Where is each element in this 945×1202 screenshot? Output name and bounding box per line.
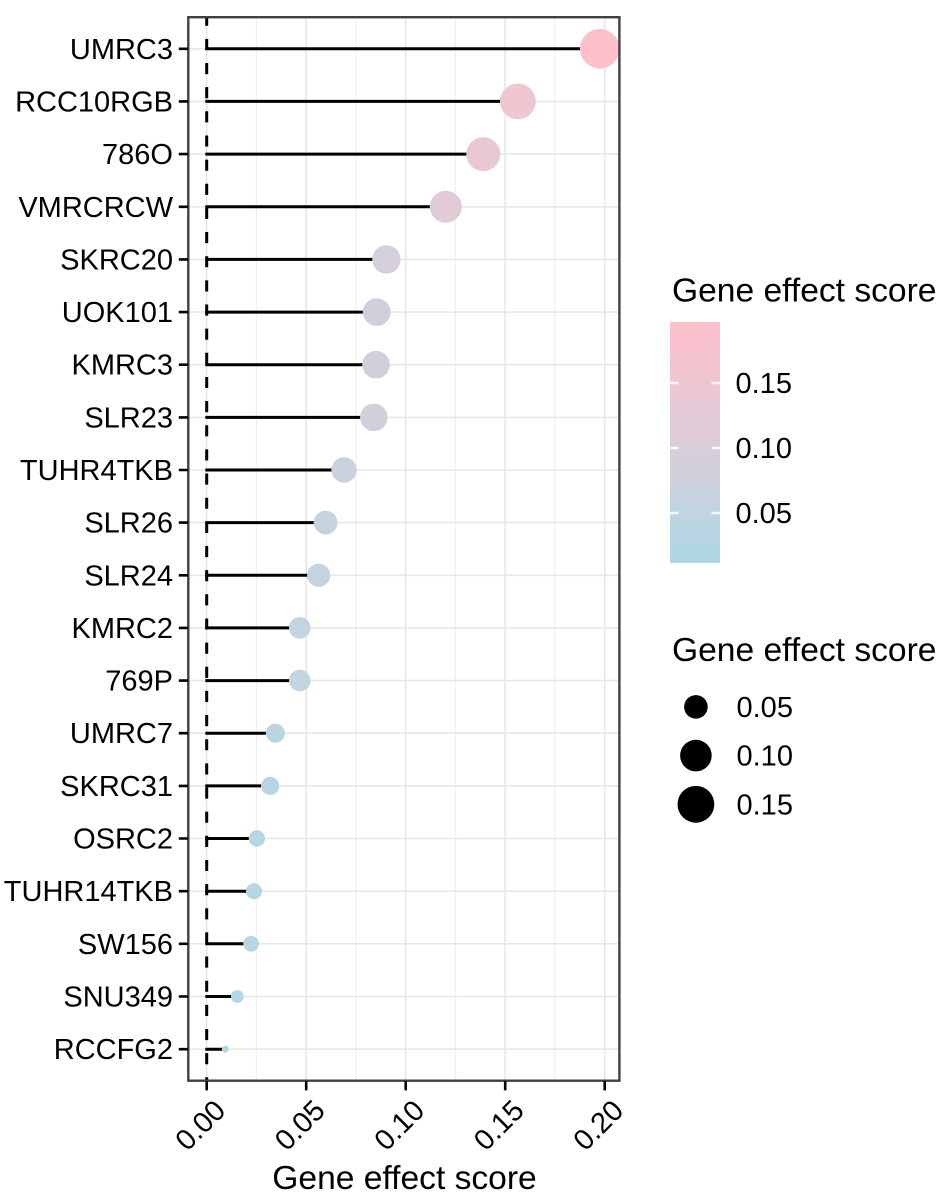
svg-text:RCCFG2: RCCFG2 — [54, 1034, 173, 1066]
svg-text:769P: 769P — [105, 666, 173, 698]
svg-text:KMRC2: KMRC2 — [71, 613, 173, 645]
svg-text:SLR24: SLR24 — [84, 560, 173, 592]
svg-text:UOK101: UOK101 — [62, 297, 173, 329]
svg-text:OSRC2: OSRC2 — [73, 824, 173, 856]
svg-text:UMRC3: UMRC3 — [70, 34, 173, 66]
svg-text:VMRCRCW: VMRCRCW — [18, 192, 173, 224]
svg-text:Gene effect score: Gene effect score — [272, 1160, 536, 1197]
svg-text:Gene effect score: Gene effect score — [672, 273, 936, 310]
svg-text:0.10: 0.10 — [736, 433, 792, 465]
svg-text:0.15: 0.15 — [736, 368, 792, 400]
svg-text:SLR26: SLR26 — [84, 508, 173, 540]
svg-text:0.05: 0.05 — [736, 498, 792, 530]
svg-text:0.05: 0.05 — [737, 692, 793, 724]
svg-text:SNU349: SNU349 — [63, 982, 173, 1014]
svg-text:RCC10RGB: RCC10RGB — [15, 86, 173, 118]
svg-text:Gene effect score: Gene effect score — [672, 632, 936, 669]
svg-text:TUHR14TKB: TUHR14TKB — [4, 876, 173, 908]
svg-text:SW156: SW156 — [78, 929, 173, 961]
svg-text:SKRC20: SKRC20 — [60, 244, 173, 276]
svg-text:KMRC3: KMRC3 — [71, 350, 173, 382]
svg-text:UMRC7: UMRC7 — [70, 718, 173, 750]
svg-text:0.15: 0.15 — [737, 789, 793, 821]
svg-text:0.10: 0.10 — [737, 741, 793, 773]
svg-text:SKRC31: SKRC31 — [60, 771, 173, 803]
svg-text:786O: 786O — [102, 139, 173, 171]
svg-text:TUHR4TKB: TUHR4TKB — [20, 455, 173, 487]
svg-text:SLR23: SLR23 — [84, 402, 173, 434]
